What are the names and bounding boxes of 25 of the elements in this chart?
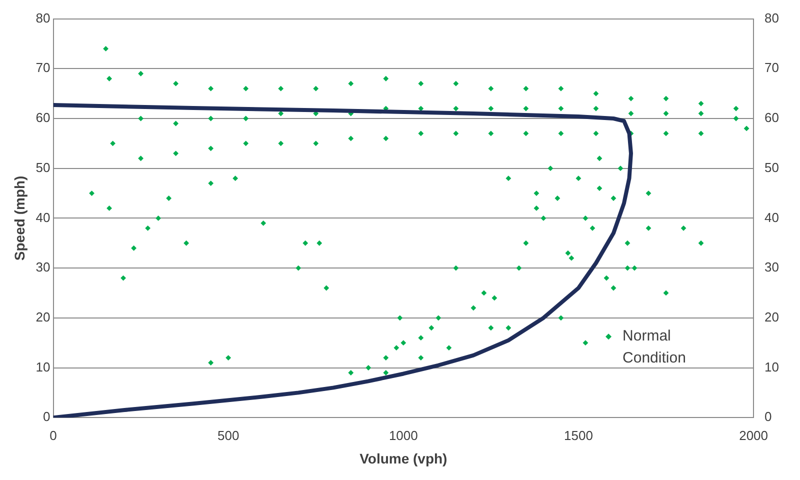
- y2-tick-label: 60: [764, 110, 780, 126]
- x-tick-label: 500: [217, 428, 240, 443]
- y-tick-label: 20: [36, 309, 50, 324]
- y-axis-title: Speed (mph): [11, 176, 28, 261]
- y2-tick-label: 20: [764, 309, 780, 324]
- y-tick-label: 60: [36, 110, 50, 126]
- x-tick-label: 1500: [564, 428, 593, 443]
- y-tick-label: 10: [36, 359, 50, 374]
- x-tick-label: 2000: [739, 428, 768, 443]
- y2-tick-label: 80: [764, 10, 780, 26]
- y-tick-label: 40: [36, 210, 50, 225]
- y2-tick-label: 0: [764, 409, 772, 424]
- y2-tick-label: 50: [764, 160, 780, 175]
- y-tick-label: 70: [36, 60, 50, 76]
- y-tick-label: 50: [36, 160, 50, 175]
- y2-tick-label: 40: [764, 210, 780, 225]
- y-tick-label: 80: [36, 10, 50, 26]
- y2-tick-label: 70: [764, 60, 780, 76]
- x-axis-title: Volume (vph): [360, 450, 448, 466]
- legend-label: Normal Condition: [622, 328, 686, 367]
- y2-tick-label: 10: [764, 359, 780, 374]
- x-tick-label: 1000: [388, 428, 418, 443]
- y-tick-label: 30: [36, 260, 50, 275]
- y-tick-label: 0: [43, 409, 50, 424]
- y2-tick-label: 30: [764, 260, 780, 275]
